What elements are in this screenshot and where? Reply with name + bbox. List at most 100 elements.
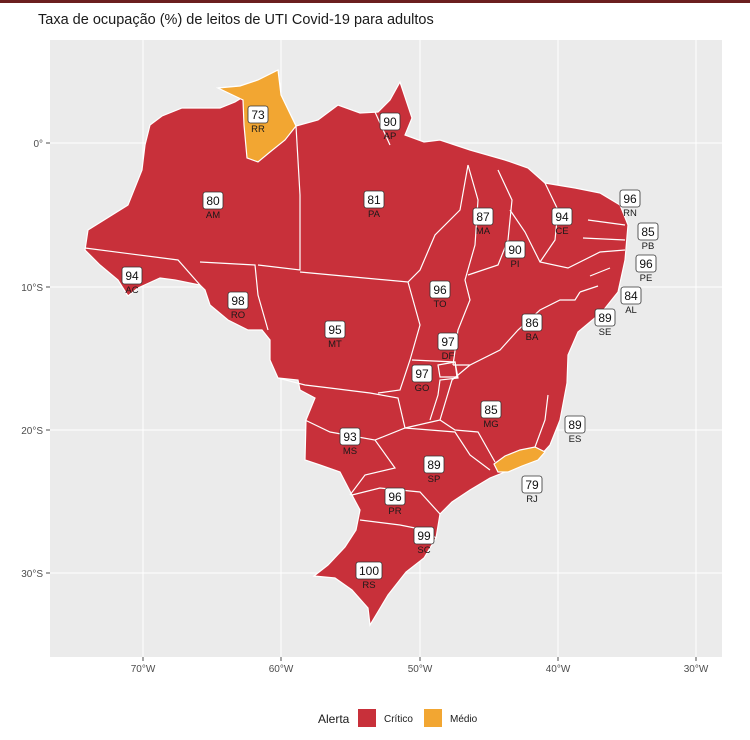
- tick-marks: [46, 142, 697, 661]
- value-label-box: [227, 291, 249, 310]
- state-value: 79: [525, 478, 539, 492]
- x-tick-label: 50°W: [408, 664, 433, 675]
- state-label-pb: 85 PB: [637, 222, 659, 252]
- value-label-box: [384, 487, 406, 506]
- state-value: 96: [433, 283, 447, 297]
- x-tick-label: 70°W: [131, 664, 156, 675]
- value-label-box: [472, 207, 494, 226]
- state-code: SE: [599, 327, 612, 338]
- state-value: 99: [417, 529, 431, 543]
- state-code: GO: [415, 383, 430, 394]
- state-code: PR: [388, 506, 401, 517]
- legend-key-medio: [424, 709, 442, 727]
- x-tick-label: 60°W: [269, 664, 294, 675]
- legend-title: Alerta: [318, 712, 350, 726]
- value-label-box: [413, 526, 435, 545]
- value-label-box: [423, 455, 445, 474]
- state-code: BA: [526, 332, 539, 343]
- state-code: PE: [640, 273, 653, 284]
- state-value: 73: [251, 108, 265, 122]
- state-label-se: 89 SE: [594, 308, 616, 338]
- legend-key-critico: [358, 709, 376, 727]
- state-label-ms: 93 MS: [339, 427, 361, 457]
- state-code: RJ: [526, 494, 538, 505]
- value-label-box: [202, 191, 224, 210]
- state-label-mt: 95 MT: [324, 320, 346, 350]
- state-code: RO: [231, 310, 245, 321]
- state-label-df: 97 DF: [437, 332, 459, 362]
- state-label-pr: 96 PR: [384, 487, 406, 517]
- state-value: 94: [555, 210, 569, 224]
- state-value: 81: [367, 193, 381, 207]
- value-label-box: [480, 400, 502, 419]
- state-label-ro: 98 RO: [227, 291, 249, 321]
- state-label-ap: 90 AP: [379, 112, 401, 142]
- state-code: RS: [362, 580, 375, 591]
- state-label-am: 80 AM: [202, 191, 224, 221]
- state-code: MS: [343, 446, 357, 457]
- state-label-rj: 79 RJ: [521, 475, 543, 505]
- legend-label-critico: Crítico: [384, 714, 413, 725]
- x-tick-label: 40°W: [546, 664, 571, 675]
- state-value: 80: [206, 194, 220, 208]
- value-label-box: [564, 415, 586, 434]
- y-tick-label: 20°S: [21, 426, 43, 437]
- state-value: 87: [476, 210, 490, 224]
- state-value: 96: [388, 490, 402, 504]
- state-code: SP: [428, 474, 441, 485]
- y-tick-label: 10°S: [21, 283, 43, 294]
- state-value: 93: [343, 430, 357, 444]
- map-title: Taxa de ocupação (%) de leitos de UTI Co…: [38, 12, 434, 28]
- state-value: 90: [383, 115, 397, 129]
- state-code: CE: [555, 226, 568, 237]
- value-label-box: [355, 561, 383, 580]
- state-value: 96: [639, 257, 653, 271]
- state-label-ba: 86 BA: [521, 313, 543, 343]
- state-label-rs: 100 RS: [355, 561, 383, 591]
- state-label-sp: 89 SP: [423, 455, 445, 485]
- value-label-box: [411, 364, 433, 383]
- state-label-ce: 94 CE: [551, 207, 573, 237]
- state-code: RN: [623, 208, 637, 219]
- state-rj-shape: [493, 446, 546, 473]
- state-label-ma: 87 MA: [472, 207, 494, 237]
- state-label-ac: 94 AC: [121, 266, 143, 296]
- state-label-al: 84 AL: [620, 286, 642, 316]
- state-label-mg: 85 MG: [480, 400, 502, 430]
- state-value: 89: [568, 418, 582, 432]
- state-value: 95: [328, 323, 342, 337]
- state-label-to: 96 TO: [429, 280, 451, 310]
- state-value: 84: [624, 289, 638, 303]
- state-value: 90: [508, 243, 522, 257]
- value-label-box: [637, 222, 659, 241]
- value-label-box: [363, 190, 385, 209]
- state-value: 97: [441, 335, 455, 349]
- state-code: MT: [328, 339, 342, 350]
- top-border: [0, 0, 750, 3]
- state-code: PI: [511, 259, 520, 270]
- value-label-box: [437, 332, 459, 351]
- value-label-box: [429, 280, 451, 299]
- x-tick-label: 30°W: [684, 664, 709, 675]
- state-label-pi: 90 PI: [504, 240, 526, 270]
- value-label-box: [551, 207, 573, 226]
- value-label-box: [339, 427, 361, 446]
- state-label-pe: 96 PE: [635, 254, 657, 284]
- state-value: 89: [427, 458, 441, 472]
- state-value: 100: [359, 564, 379, 578]
- value-label-box: [619, 189, 641, 208]
- state-value: 89: [598, 311, 612, 325]
- state-value: 96: [623, 192, 637, 206]
- value-label-box: [121, 266, 143, 285]
- legend: Alerta Crítico Médio: [0, 702, 750, 732]
- value-label-box: [635, 254, 657, 273]
- state-code: AP: [384, 131, 397, 142]
- state-label-rn: 96 RN: [619, 189, 641, 219]
- state-value: 97: [415, 367, 429, 381]
- state-value: 86: [525, 316, 539, 330]
- state-code: MG: [483, 419, 498, 430]
- state-code: ES: [569, 434, 582, 445]
- state-code: SC: [417, 545, 430, 556]
- state-value: 85: [484, 403, 498, 417]
